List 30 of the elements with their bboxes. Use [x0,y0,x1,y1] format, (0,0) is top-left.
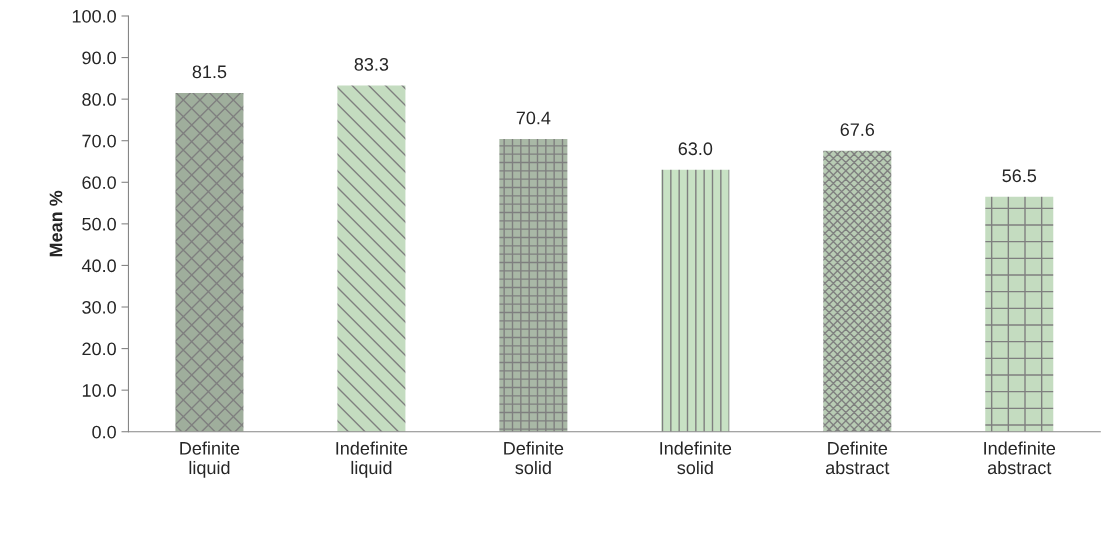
y-tick-label: 70.0 [82,134,116,148]
data-label: 67.6 [840,123,875,137]
data-label: 63.0 [678,142,713,156]
bar [499,139,568,432]
y-tick-label: 80.0 [82,93,116,106]
data-label: 56.5 [1002,169,1037,183]
bar [337,85,406,432]
y-tick-label: 50.0 [82,217,116,231]
x-tick-label: Definite liquid [180,441,240,478]
y-tick-label: 100.0 [72,9,116,23]
data-label: 70.4 [516,111,551,125]
bar [175,92,244,432]
data-label: 83.3 [354,57,389,71]
x-tick-label: Definite solid [504,441,564,475]
x-tick-label: Indefinite liquid [336,441,408,478]
y-tick-label: 90.0 [82,51,116,65]
bar [985,196,1054,432]
y-tick-label: 60.0 [82,176,116,190]
y-tick-label: 0.0 [92,425,116,439]
bar [661,169,730,432]
data-label: 81.5 [192,65,227,79]
y-tick-label: 10.0 [82,384,116,397]
x-tick-label: Definite abstract [825,441,890,475]
x-tick-label: Indefinite solid [660,441,732,475]
y-axis-title: Mean % [49,190,63,257]
y-tick-label: 40.0 [81,259,116,273]
x-tick-label: Indefinite abstract [984,441,1056,475]
bar [823,150,892,432]
y-tick-label: 30.0 [82,300,116,314]
y-tick-label: 20.0 [82,342,116,356]
